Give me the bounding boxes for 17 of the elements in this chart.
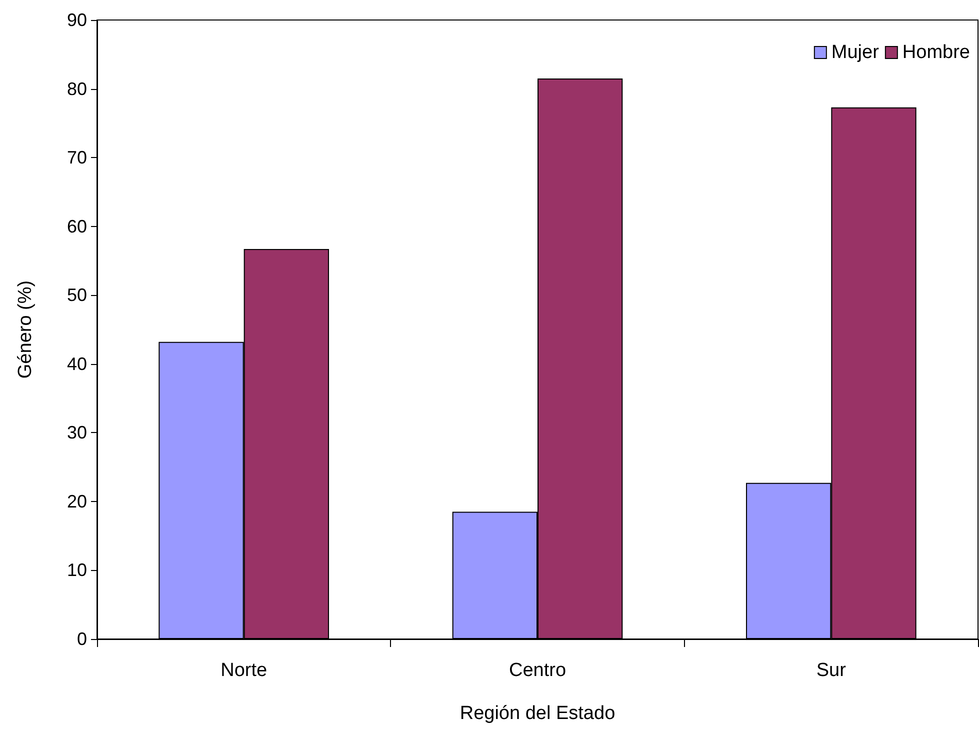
y-axis-title: Género (%) [15, 280, 36, 379]
y-tick-label: 20 [66, 491, 87, 512]
legend-label: Hombre [902, 42, 970, 63]
x-tick-label: Norte [220, 660, 268, 681]
y-tick-label: 50 [66, 285, 87, 306]
y-tick-label: 90 [66, 10, 87, 30]
x-tick-label: Centro [508, 660, 566, 681]
y-tick-label: 80 [66, 78, 87, 99]
y-tick-label: 10 [66, 560, 87, 580]
x-tick-label: Sur [816, 660, 847, 681]
x-axis-title: Región del Estado [460, 703, 616, 724]
y-tick-label: 30 [66, 422, 87, 443]
y-tick-label: 60 [66, 216, 87, 236]
y-tick-label: 70 [66, 148, 87, 168]
y-tick-label: 0 [76, 629, 87, 649]
y-tick-label: 40 [66, 354, 87, 374]
legend-label: Mujer [831, 42, 880, 63]
